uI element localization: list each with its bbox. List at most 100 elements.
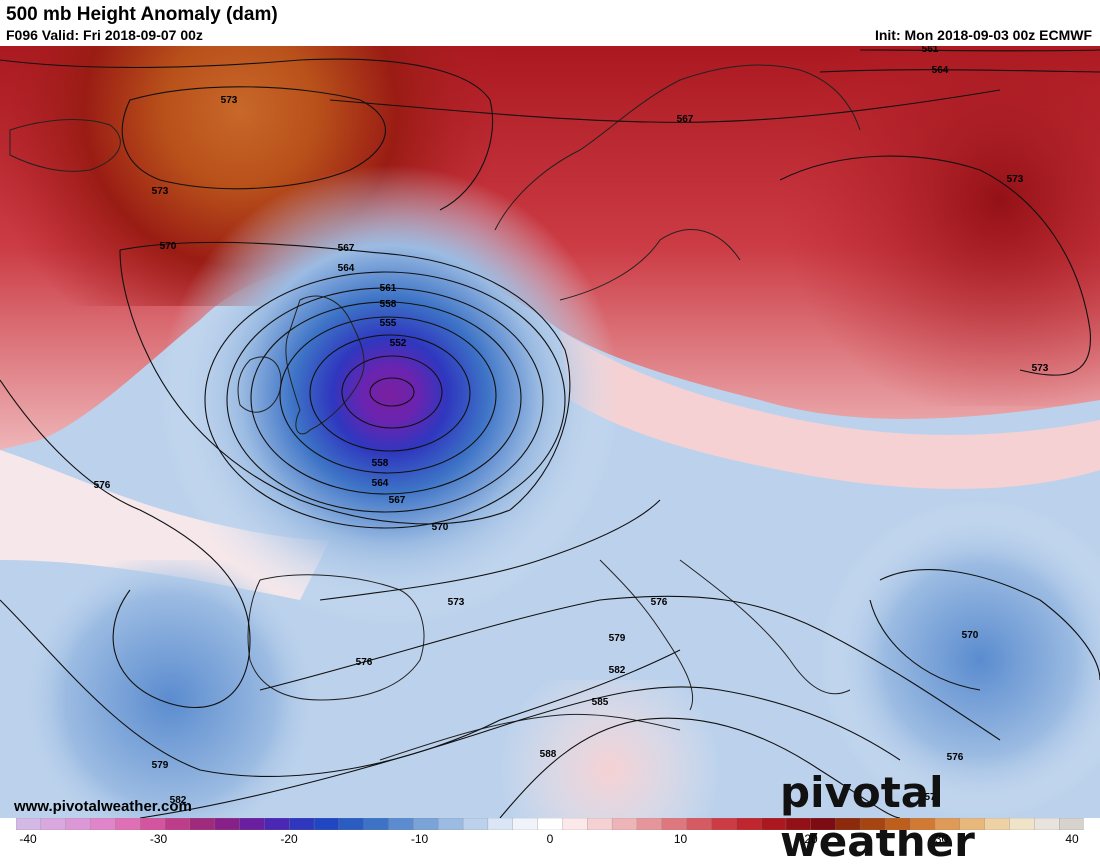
contour-label: 558 [372,458,389,469]
contour-label: 573 [152,186,169,197]
colorbar-tick-label: 20 [804,832,818,846]
contour-label: 588 [540,749,557,760]
brand-logo: pivotal weather [780,768,975,866]
contour-low-3 [279,316,497,474]
colorbar-swatch [16,818,42,830]
contour-576-west [0,379,251,709]
colorbar-swatch [239,818,266,830]
contour-label: 567 [338,243,355,254]
contour-label: 564 [932,65,949,76]
contour-573-central [319,499,661,601]
contour-low-2 [309,334,471,452]
colorbar-swatch [413,818,439,830]
valid-time: F096 Valid: Fri 2018-09-07 00z [6,27,203,43]
contour-582 [139,686,901,818]
weather-map[interactable]: 573 573 570 567 564 561 558 555 552 558 564 567 570 5… [0,46,1100,818]
map-title: 500 mb Height Anomaly (dam) [6,4,278,25]
contour-579 [0,599,681,777]
colorbar-swatch [487,818,514,830]
colorbar-tick-label: 0 [546,832,554,846]
colorbar-tick-label: -30 [149,832,168,846]
contour-label: 558 [380,299,397,310]
colorbar-swatch [736,818,762,830]
italy-coast [599,559,694,711]
colorbar-swatch [760,818,787,830]
contour-low-core [369,377,415,407]
contour-label: 561 [380,283,397,294]
contour-573-east [779,155,1091,376]
colorbar-swatch [1034,818,1060,830]
contour-label: 555 [380,318,397,329]
north-africa-coast [379,713,681,761]
iberia-trough [0,560,340,818]
east-trough [820,500,1100,818]
colorbar-swatch [388,818,415,830]
contour-label: 552 [390,338,407,349]
contour-585 [499,717,901,818]
balkans-coast [679,559,851,695]
contour-label: 567 [677,114,694,125]
colorbar-swatch [264,818,290,830]
ireland-coast [237,356,282,413]
coastlines [9,64,861,761]
iberia-coast [247,574,425,701]
colorbar-swatch [462,818,489,830]
colorbar-swatch [90,818,117,830]
colorbar-tick-label: -40 [19,832,37,846]
init-time: Init: Mon 2018-09-03 00z ECMWF [874,27,1092,43]
scandinavia-coast [494,64,861,301]
colorbar-swatch [438,818,464,830]
contour-label: 564 [338,263,355,274]
colorbar-swatch [164,818,191,830]
colorbar-swatch [1059,818,1084,830]
colorbar-swatch [1009,818,1035,830]
colorbar-swatch [959,818,986,830]
contour-label: 573 [448,597,465,608]
contour-label: 57 [924,792,936,803]
website-url: www.pivotalweather.com [14,798,192,815]
colorbar-swatch [363,818,390,830]
colorbar-swatch [934,818,961,830]
colorbar-swatch [214,818,241,830]
header: 500 mb Height Anomaly (dam) F096 Valid: … [0,0,1100,46]
colorbar-swatch [611,818,638,830]
contour-561-north [859,49,1100,52]
contour-label: 561 [922,46,939,55]
colorbar-tick-label: -20 [280,832,298,846]
iceland-coast [9,119,121,172]
colorbar-swatch [686,818,713,830]
colorbar-tick-label: -10 [410,832,429,846]
colorbar-swatch [636,818,663,830]
contour-label: 570 [160,241,177,252]
contour-label: 576 [651,597,668,608]
colorbar [16,818,1084,830]
contour-label: 570 [432,522,449,533]
contour-label: 570 [962,630,979,641]
colorbar-swatch [189,818,216,830]
colorbar-swatch [512,818,539,830]
colorbar-swatch [860,818,886,830]
contour-570 [119,241,571,525]
contour-label: 573 [1007,174,1024,185]
contour-label: 567 [389,495,406,506]
height-contours [0,49,1100,818]
contour-564-north [819,69,1100,73]
colorbar-swatch [909,818,936,830]
contour-label: 573 [1032,363,1049,374]
colorbar-swatch [835,818,862,830]
contour-label: 576 [356,657,373,668]
colorbar-swatch [537,818,564,830]
contour-label: 582 [170,795,187,806]
colorbar-swatch [885,818,911,830]
britain-coast [285,295,365,435]
contour-labels: 573 573 570 567 564 561 558 555 552 558 564 567 570 5… [94,46,1049,806]
contour-576-central [259,595,1001,741]
colorbar-swatch [313,818,340,830]
colorbar-swatch [289,818,315,830]
contour-label: 576 [947,752,964,763]
contour-label: 585 [592,697,609,708]
colorbar-tick-label: 10 [673,832,688,846]
contour-label: 582 [609,665,626,676]
colorbar-swatch [140,818,166,830]
contour-570-east [869,569,1100,691]
